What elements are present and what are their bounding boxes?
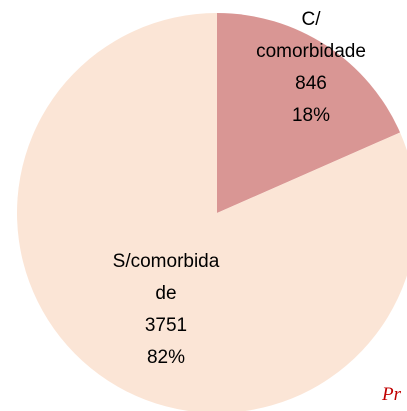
percent-label: 82% xyxy=(146,347,186,368)
percent-label: 18% xyxy=(291,105,331,126)
value-label: 3751 xyxy=(144,315,188,336)
watermark: Pr xyxy=(382,384,401,405)
category-label: S/comorbidade xyxy=(112,251,220,304)
pie-slice xyxy=(217,13,401,213)
pie-slice xyxy=(17,13,407,411)
category-label: C/ comorbidade xyxy=(256,9,366,62)
slice-label: C/ comorbidade 846 18% xyxy=(251,4,371,132)
slice-label: S/comorbidade 3751 82% xyxy=(110,246,222,374)
value-label: 846 xyxy=(295,73,327,94)
